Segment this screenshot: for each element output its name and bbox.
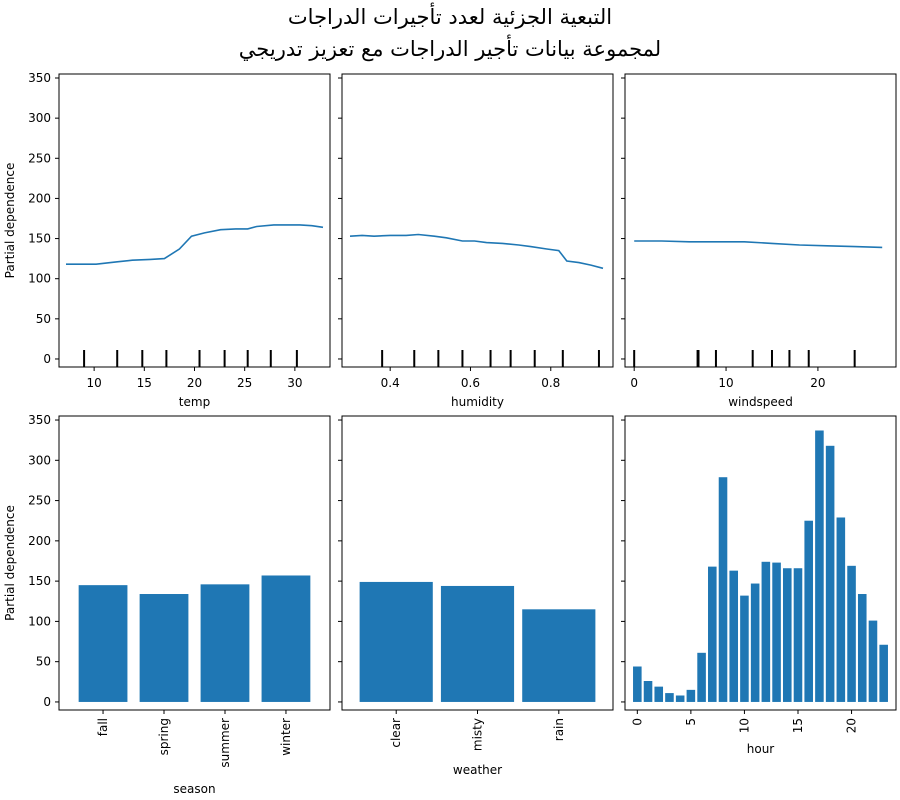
bar-hour-17 [815, 430, 824, 702]
y-tick-label: 200 [28, 534, 51, 548]
bar-hour-0 [633, 666, 642, 702]
y-tick-label: 350 [28, 413, 51, 427]
y-tick-label: 0 [43, 695, 51, 709]
bar-hour-13 [772, 562, 781, 702]
bar-spring [139, 594, 189, 702]
y-tick-label: 50 [36, 655, 51, 669]
pd-line-humidity [349, 233, 604, 270]
y-tick-label: 150 [28, 574, 51, 588]
bar-hour-11 [750, 583, 760, 702]
bar-hour-8 [718, 477, 728, 702]
x-tick-label: clear [389, 718, 403, 748]
x-axis-label: season [173, 782, 215, 796]
subplot-windspeed: 0 10 20 windspeed [621, 73, 897, 409]
y-tick-label: 300 [28, 453, 51, 467]
bar-hour-4 [675, 695, 685, 702]
x-tick-label: 30 [287, 376, 302, 390]
bar-hour-15 [793, 568, 803, 702]
bar-hour-2 [654, 686, 664, 702]
bar-hour-5 [686, 689, 696, 702]
x-tick-label: summer [218, 718, 232, 768]
x-tick-label: 15 [137, 376, 152, 390]
y-tick-label: 250 [28, 151, 51, 165]
y-tick-label: 100 [28, 614, 51, 628]
bar-hour-14 [782, 568, 792, 702]
bar-hour-10 [740, 595, 749, 702]
y-tick-label: 0 [43, 352, 51, 366]
subplot-weather: clear misty rain weather [338, 415, 614, 777]
axes-frame [58, 73, 331, 368]
x-tick-label: misty [471, 718, 485, 751]
bar-hour-6 [697, 652, 706, 702]
x-tick-label: 0.6 [461, 376, 480, 390]
x-tick-label: 10 [737, 718, 751, 733]
axes-frame [341, 73, 614, 368]
x-tick-label: 15 [791, 718, 805, 733]
x-tick-label: 25 [237, 376, 252, 390]
x-tick-label: 0 [630, 718, 644, 726]
y-axis-label: Partial dependence [3, 505, 17, 621]
subplot-season: 0 50 100 150 200 250 300 350 Partial dependence f… [3, 413, 331, 796]
y-tick-label: 300 [28, 111, 51, 125]
subplot-temp: 0 50 100 150 200 250 300 350 Partial dependence 1… [3, 71, 331, 409]
x-axis-label: weather [453, 763, 502, 777]
x-tick-label: 20 [187, 376, 202, 390]
bar-clear [359, 581, 433, 702]
bar-hour-16 [804, 520, 813, 702]
bar-hour-20 [847, 565, 856, 702]
x-axis-label: temp [179, 395, 210, 409]
x-axis-label: humidity [451, 395, 504, 409]
x-tick-label: 20 [810, 376, 825, 390]
bar-winter [261, 575, 311, 702]
x-tick-label: winter [279, 718, 293, 756]
figure-title-line-2: لمجموعة بيانات تأجير الدراجات مع تعزيز ت… [238, 37, 662, 61]
x-tick-label: 0.4 [381, 376, 400, 390]
x-tick-label: fall [96, 718, 110, 736]
x-tick-label: 0.8 [541, 376, 560, 390]
bar-hour-18 [825, 445, 835, 702]
subplot-humidity: 0.4 0.6 0.8 humidity [338, 73, 614, 409]
bar-hour-19 [836, 517, 846, 702]
bar-rain [522, 609, 596, 702]
axes-frame [624, 73, 897, 368]
pd-line-windspeed [634, 240, 883, 249]
bar-hour-3 [665, 693, 674, 702]
axes-frame [624, 415, 897, 711]
y-tick-label: 350 [28, 71, 51, 85]
bar-hour-23 [879, 644, 888, 702]
y-tick-label: 50 [36, 312, 51, 326]
bar-hour-21 [857, 594, 867, 702]
bar-hour-7 [708, 566, 717, 702]
x-tick-label: rain [552, 718, 566, 741]
x-tick-label: 0 [630, 376, 638, 390]
pd-line-temp [66, 224, 324, 266]
figure-title-line-1: التبعية الجزئية لعدد تأجيرات الدراجات [287, 5, 613, 29]
bar-misty [440, 585, 515, 702]
x-tick-label: 10 [718, 376, 733, 390]
y-tick-label: 200 [28, 191, 51, 205]
bar-hour-12 [761, 561, 771, 702]
bar-summer [200, 584, 250, 702]
subplot-hour: 0 5 10 15 20 hour [621, 415, 897, 756]
axes-frame [341, 415, 614, 711]
x-tick-label: 10 [86, 376, 101, 390]
axes-frame [58, 415, 331, 711]
x-tick-label: spring [157, 718, 171, 755]
bar-fall [78, 585, 128, 702]
x-axis-label: hour [747, 742, 775, 756]
y-tick-label: 250 [28, 494, 51, 508]
y-axis-label: Partial dependence [3, 163, 17, 279]
bar-hour-9 [729, 570, 739, 702]
bar-hour-22 [868, 620, 878, 702]
bar-hour-1 [643, 681, 653, 702]
x-tick-label: 20 [845, 718, 859, 733]
y-tick-label: 100 [28, 272, 51, 286]
x-axis-label: windspeed [728, 395, 793, 409]
y-tick-label: 150 [28, 232, 51, 246]
x-tick-label: 5 [684, 718, 698, 726]
